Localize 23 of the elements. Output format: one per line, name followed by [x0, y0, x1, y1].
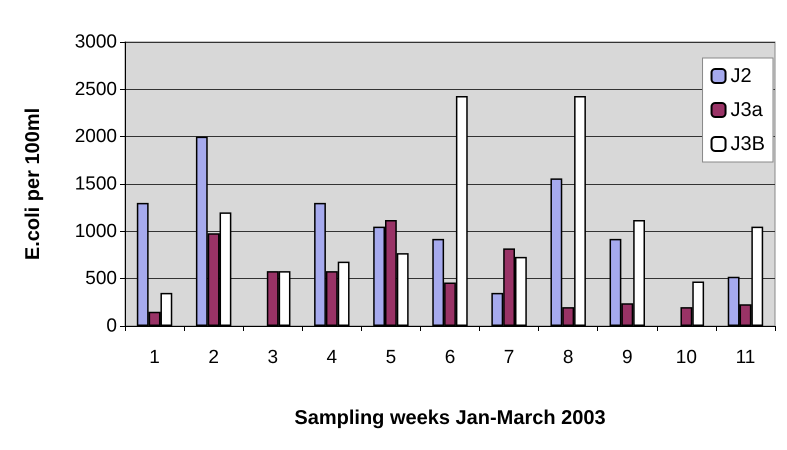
legend-label: J2	[730, 65, 752, 87]
y-tick-label: 1500	[74, 174, 117, 194]
x-tick-label: 1	[149, 347, 160, 368]
x-tick-label: 4	[326, 347, 338, 368]
y-tick-label: 3000	[74, 32, 117, 52]
x-tick-label: 6	[444, 347, 456, 368]
y-axis-title: E.coli per 100ml	[22, 108, 44, 260]
y-tick-label: 2000	[74, 126, 117, 148]
y-tick-label: 1000	[74, 220, 117, 242]
y-tick-label: 0	[106, 316, 117, 336]
y-tick-label: 2500	[74, 78, 117, 100]
legend-label: J3a	[730, 99, 764, 121]
x-tick-label: 3	[267, 347, 278, 368]
x-tick-label: 10	[676, 347, 697, 368]
y-tick-label: 500	[85, 268, 117, 290]
x-axis-title: Sampling weeks Jan-March 2003	[294, 407, 606, 429]
x-tick-label: 8	[562, 347, 574, 368]
legend-label: J3B	[730, 133, 766, 155]
x-tick-label: 11	[736, 347, 756, 368]
x-tick-label: 2	[208, 347, 219, 368]
x-tick-label: 9	[622, 347, 633, 368]
x-tick-label: 5	[386, 347, 396, 368]
x-tick-label: 7	[504, 347, 514, 368]
